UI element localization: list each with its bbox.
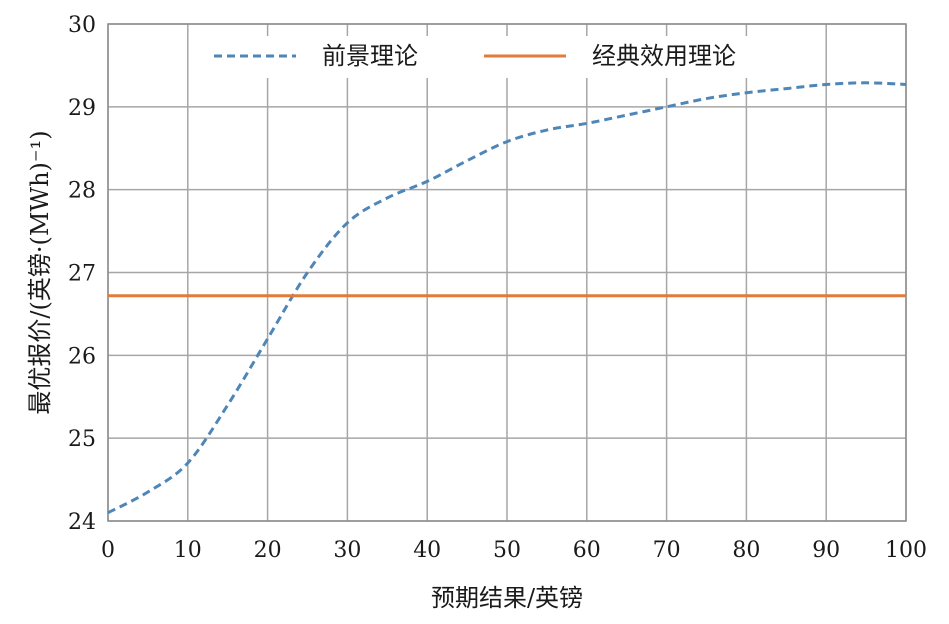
- y-tick-label: 27: [68, 262, 96, 287]
- y-tick-label: 28: [68, 179, 96, 204]
- plot-frame: [107, 23, 907, 522]
- y-tick-label: 25: [68, 427, 96, 452]
- series-layer: [107, 81, 907, 515]
- legend-label-1: 前景理论: [322, 42, 418, 70]
- y-tick-label: 29: [68, 96, 96, 121]
- y-axis-title: 最优报价/(英镑·(MWh)⁻¹): [26, 130, 54, 414]
- tick-labels: 0 10 20 30 40 50 60 70 80 90 100 24 25 26 27 28 29 30: [68, 13, 927, 563]
- x-tick-label: 10: [174, 538, 202, 563]
- legend-label-2: 经典效用理论: [592, 42, 736, 70]
- x-tick-label: 40: [413, 538, 441, 563]
- grid: [107, 23, 907, 522]
- x-tick-label: 60: [573, 538, 601, 563]
- x-tick-label: 90: [812, 538, 840, 563]
- y-tick-label: 24: [68, 510, 96, 535]
- x-axis-title: 预期结果/英镑: [431, 584, 583, 612]
- x-tick-label: 80: [732, 538, 760, 563]
- x-tick-label: 0: [101, 538, 115, 563]
- x-tick-label: 30: [333, 538, 361, 563]
- x-tick-label: 50: [493, 538, 521, 563]
- x-tick-label: 20: [254, 538, 282, 563]
- x-tick-label: 70: [653, 538, 681, 563]
- legend: 前景理论 经典效用理论: [196, 36, 768, 78]
- x-tick-label: 100: [885, 538, 927, 563]
- legend-background: [196, 36, 768, 78]
- y-tick-label: 26: [68, 344, 96, 369]
- series-line-1: [107, 81, 907, 515]
- y-tick-label: 30: [68, 13, 96, 38]
